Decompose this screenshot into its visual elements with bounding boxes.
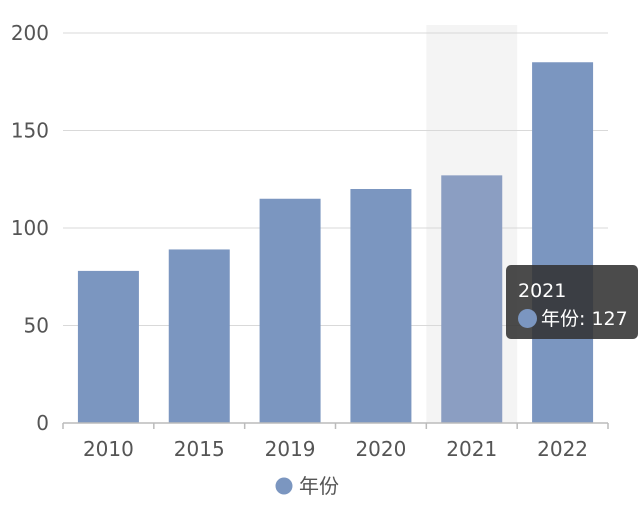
x-tick-label: 2022: [537, 437, 588, 461]
bar-2022[interactable]: [532, 62, 594, 423]
x-tick-label: 2015: [174, 437, 225, 461]
y-tick-label: 0: [36, 411, 49, 435]
tooltip: 2021 年份: 127: [506, 265, 638, 339]
bar-2010[interactable]: [77, 270, 139, 423]
x-tick-label: 2010: [83, 437, 134, 461]
legend-marker[interactable]: [275, 477, 293, 495]
bar-2015[interactable]: [168, 249, 230, 423]
y-tick-label: 100: [11, 216, 49, 240]
bar-2020[interactable]: [350, 189, 412, 423]
x-tick-label: 2019: [265, 437, 316, 461]
bar-2021[interactable]: [441, 175, 503, 423]
legend-label[interactable]: 年份: [299, 474, 339, 498]
y-tick-labels: 0 50 100 150 200: [11, 21, 49, 435]
x-tick-labels: 2010 2015 2019 2020 2021 2022: [83, 437, 588, 461]
tooltip-row: 年份: 127: [518, 305, 638, 333]
tooltip-title: 2021: [518, 280, 567, 302]
bar-2019[interactable]: [259, 198, 321, 423]
y-tick-label: 150: [11, 119, 49, 143]
legend[interactable]: 年份: [275, 474, 340, 498]
tooltip-series-dot: [518, 309, 537, 328]
y-tick-label: 50: [24, 314, 49, 338]
bar-layer: [77, 62, 594, 423]
tooltip-series-value: 年份: 127: [541, 308, 628, 330]
x-tick-label: 2020: [355, 437, 406, 461]
y-tick-label: 200: [11, 21, 49, 45]
axis-layer: [62, 422, 609, 429]
x-tick-label: 2021: [446, 437, 497, 461]
